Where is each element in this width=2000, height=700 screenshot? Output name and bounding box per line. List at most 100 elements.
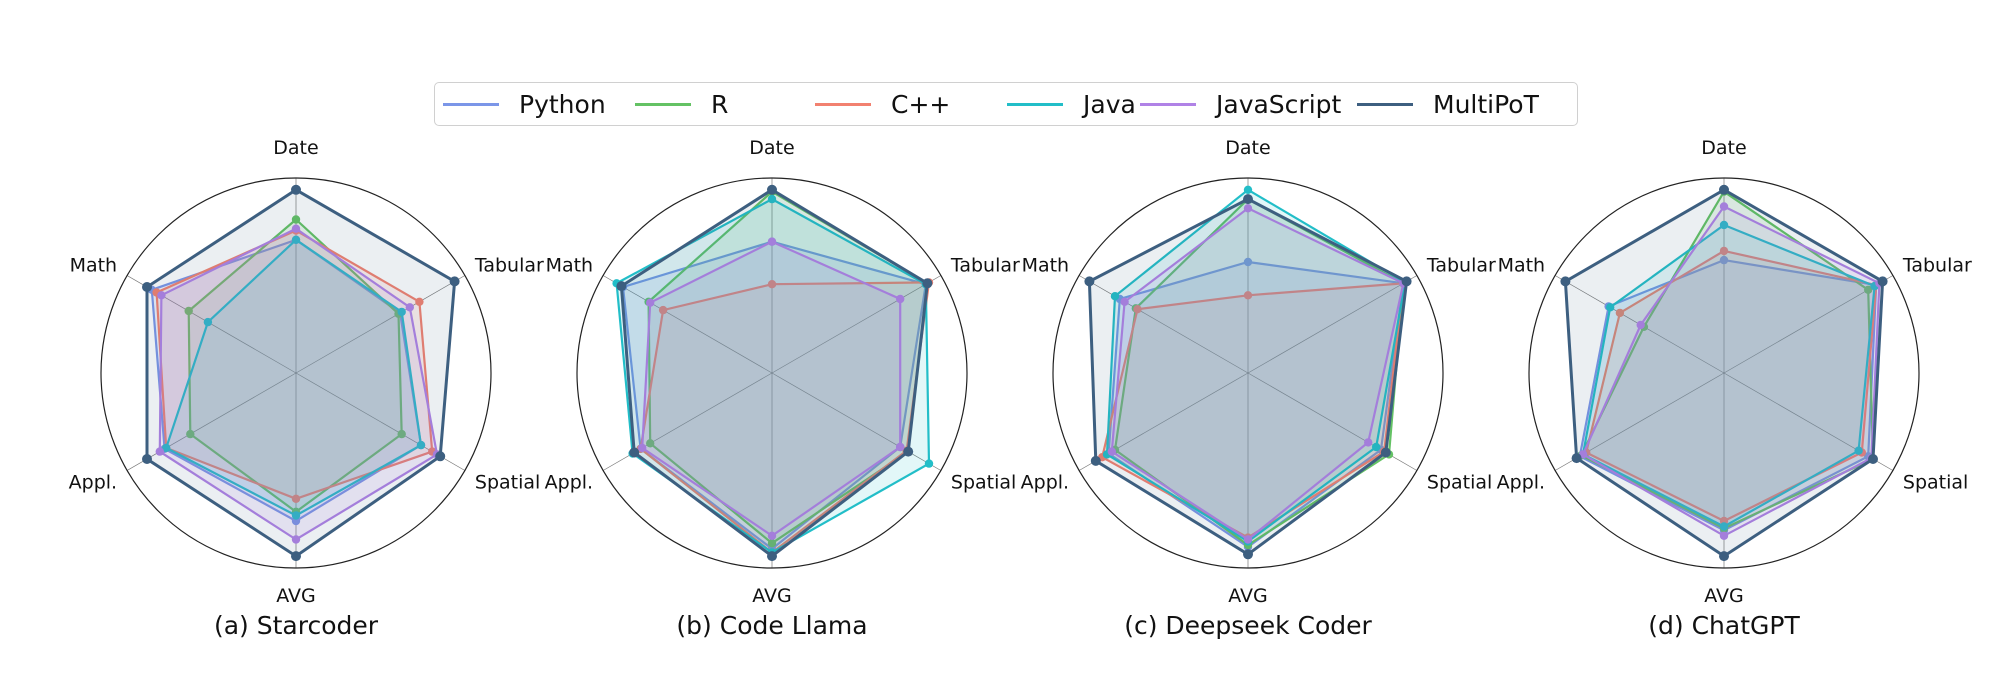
data-point xyxy=(1243,194,1253,205)
data-point xyxy=(1090,455,1101,466)
legend-item: JavaScript xyxy=(1140,83,1341,125)
data-point xyxy=(405,303,414,312)
radar-spoke xyxy=(1078,275,1249,374)
data-point xyxy=(1719,522,1729,531)
series-area xyxy=(619,188,929,558)
data-point xyxy=(397,429,406,439)
radar-spoke xyxy=(771,275,942,374)
radar-spoke xyxy=(295,275,466,374)
legend: Python R C++ Java JavaScript MultiPoT xyxy=(434,82,1578,126)
data-point xyxy=(1243,535,1253,544)
legend-label: C++ xyxy=(891,89,951,119)
axis-label: Spatial xyxy=(1903,472,1968,494)
data-point xyxy=(397,307,406,317)
data-point xyxy=(767,539,777,548)
data-point xyxy=(291,511,301,520)
data-point xyxy=(291,224,301,233)
data-point xyxy=(1719,202,1729,211)
radar-spoke xyxy=(602,275,773,374)
axis-label: AVG xyxy=(1228,585,1268,607)
axis-label: Appl. xyxy=(69,472,117,494)
data-point xyxy=(896,442,905,452)
legend-swatch xyxy=(443,102,499,106)
axis-label: AVG xyxy=(1704,585,1744,607)
data-point xyxy=(1636,320,1645,330)
legend-swatch xyxy=(1007,102,1063,106)
data-point xyxy=(142,282,152,292)
data-point xyxy=(291,235,301,244)
data-point xyxy=(1133,305,1142,314)
data-point xyxy=(1864,285,1873,294)
axis-label: Tabular xyxy=(1902,255,1972,277)
data-point xyxy=(142,454,152,464)
radar-chart: Date Tabular Spatial AVG Appl. Math (c) Deepse… xyxy=(1021,137,1496,640)
data-point xyxy=(1364,438,1373,447)
subplot-caption: (a) Starcoder xyxy=(214,611,379,640)
radar-chart: Date Tabular Spatial AVG Appl. Math (d) ChatGP… xyxy=(1497,137,1972,640)
data-point xyxy=(291,215,301,224)
axis-label: Math xyxy=(1022,255,1070,277)
legend-label: Java xyxy=(1083,89,1136,119)
legend-label: Python xyxy=(519,89,606,119)
data-point xyxy=(1615,308,1625,318)
legend-swatch xyxy=(1357,102,1413,106)
data-point xyxy=(629,447,640,458)
axis-label: AVG xyxy=(276,585,316,607)
data-point xyxy=(1571,453,1582,464)
data-point xyxy=(1243,549,1253,560)
data-point xyxy=(1719,184,1729,195)
data-point xyxy=(1719,531,1729,540)
radar-chart: Date Tabular Spatial AVG Appl. Math (b) Code L… xyxy=(545,137,1020,640)
data-point xyxy=(1877,276,1888,287)
subplot-caption: (d) ChatGPT xyxy=(1648,611,1800,640)
axis-label: Spatial xyxy=(1427,472,1492,494)
data-point xyxy=(1107,447,1117,456)
data-point xyxy=(186,429,195,439)
legend-item: MultiPoT xyxy=(1357,83,1539,125)
data-point xyxy=(1120,297,1129,306)
data-point xyxy=(415,297,424,306)
data-point xyxy=(1243,185,1253,194)
data-point xyxy=(1719,255,1729,265)
legend-item: Python xyxy=(443,83,606,125)
data-point xyxy=(1606,303,1615,312)
axis-label: AVG xyxy=(752,585,792,607)
axis-label: Math xyxy=(1498,255,1546,277)
axis-label: Math xyxy=(70,255,118,277)
data-point xyxy=(184,306,193,316)
radar-outer-ring xyxy=(1052,177,1444,569)
data-point xyxy=(767,280,777,289)
data-point xyxy=(646,298,655,307)
data-point xyxy=(291,535,301,544)
data-point xyxy=(416,440,426,450)
axis-label: Tabular xyxy=(950,255,1020,277)
data-point xyxy=(922,278,933,289)
legend-swatch xyxy=(815,102,871,106)
axis-label: Math xyxy=(546,255,594,277)
data-point xyxy=(1854,446,1863,455)
data-point xyxy=(616,281,627,292)
data-point xyxy=(903,446,914,457)
radar-outer-ring xyxy=(576,177,968,569)
axis-label: Spatial xyxy=(951,472,1016,494)
radar-outer-ring xyxy=(100,177,492,569)
radar-chart: Date Tabular Spatial AVG Appl. Math (a) Starco… xyxy=(69,137,544,640)
data-point xyxy=(1719,246,1729,256)
data-point xyxy=(767,531,777,540)
data-point xyxy=(291,494,301,503)
axis-label: Tabular xyxy=(474,255,544,277)
data-point xyxy=(162,443,171,453)
legend-item: C++ xyxy=(815,83,950,125)
legend-label: R xyxy=(711,89,729,119)
legend-label: MultiPoT xyxy=(1433,89,1539,119)
radar-spoke xyxy=(771,372,942,471)
data-point xyxy=(203,317,213,327)
radar-spoke xyxy=(126,372,297,471)
data-point xyxy=(767,194,777,204)
axis-label: Tabular xyxy=(1426,255,1496,277)
series-area xyxy=(1087,197,1409,557)
radar-spoke xyxy=(1247,275,1418,374)
legend-item: R xyxy=(635,83,728,125)
data-point xyxy=(1243,257,1253,267)
